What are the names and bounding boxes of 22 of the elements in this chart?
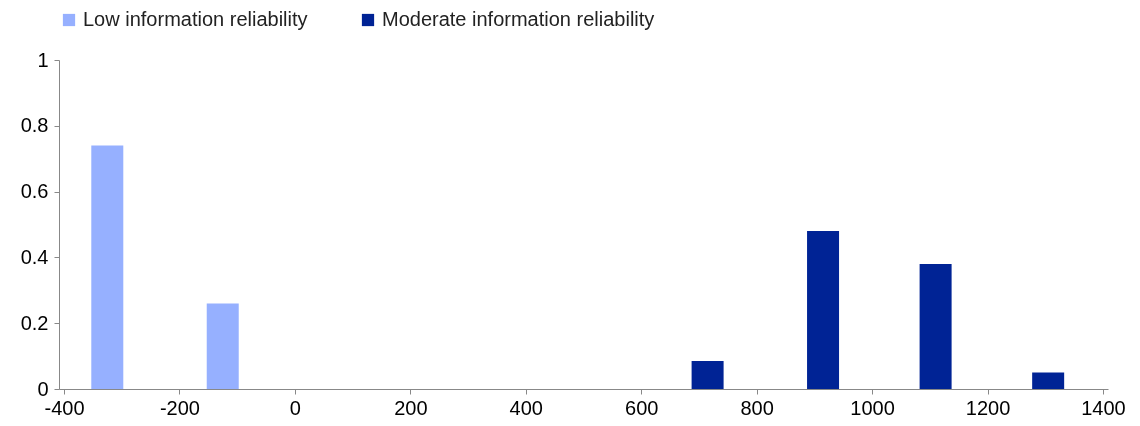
- y-tick-label: 1: [37, 48, 49, 71]
- bar: [691, 361, 724, 389]
- y-tick-label: 0.4: [20, 245, 49, 268]
- y-tick-label: 0.2: [20, 311, 49, 334]
- bar: [1032, 372, 1065, 389]
- x-tick-label: 600: [625, 396, 659, 419]
- y-tick-label: 0.6: [20, 180, 49, 203]
- x-tick-label: 200: [394, 396, 428, 419]
- x-tick-label: 1400: [1081, 396, 1126, 419]
- x-tick-label: -200: [159, 396, 200, 419]
- x-tick-label: 400: [509, 396, 543, 419]
- x-tick-label: 1200: [965, 396, 1011, 419]
- bar: [807, 231, 840, 389]
- x-tick-label: 800: [740, 396, 774, 419]
- y-tick-label: 0.8: [20, 114, 49, 137]
- bar: [206, 303, 239, 389]
- x-tick-label: 0: [289, 396, 301, 419]
- bar: [91, 145, 124, 389]
- bar: [919, 263, 952, 389]
- x-tick-label: 1000: [850, 396, 895, 419]
- legend-label: Moderate information reliability: [382, 8, 655, 30]
- legend-label: Low information reliability: [83, 8, 308, 30]
